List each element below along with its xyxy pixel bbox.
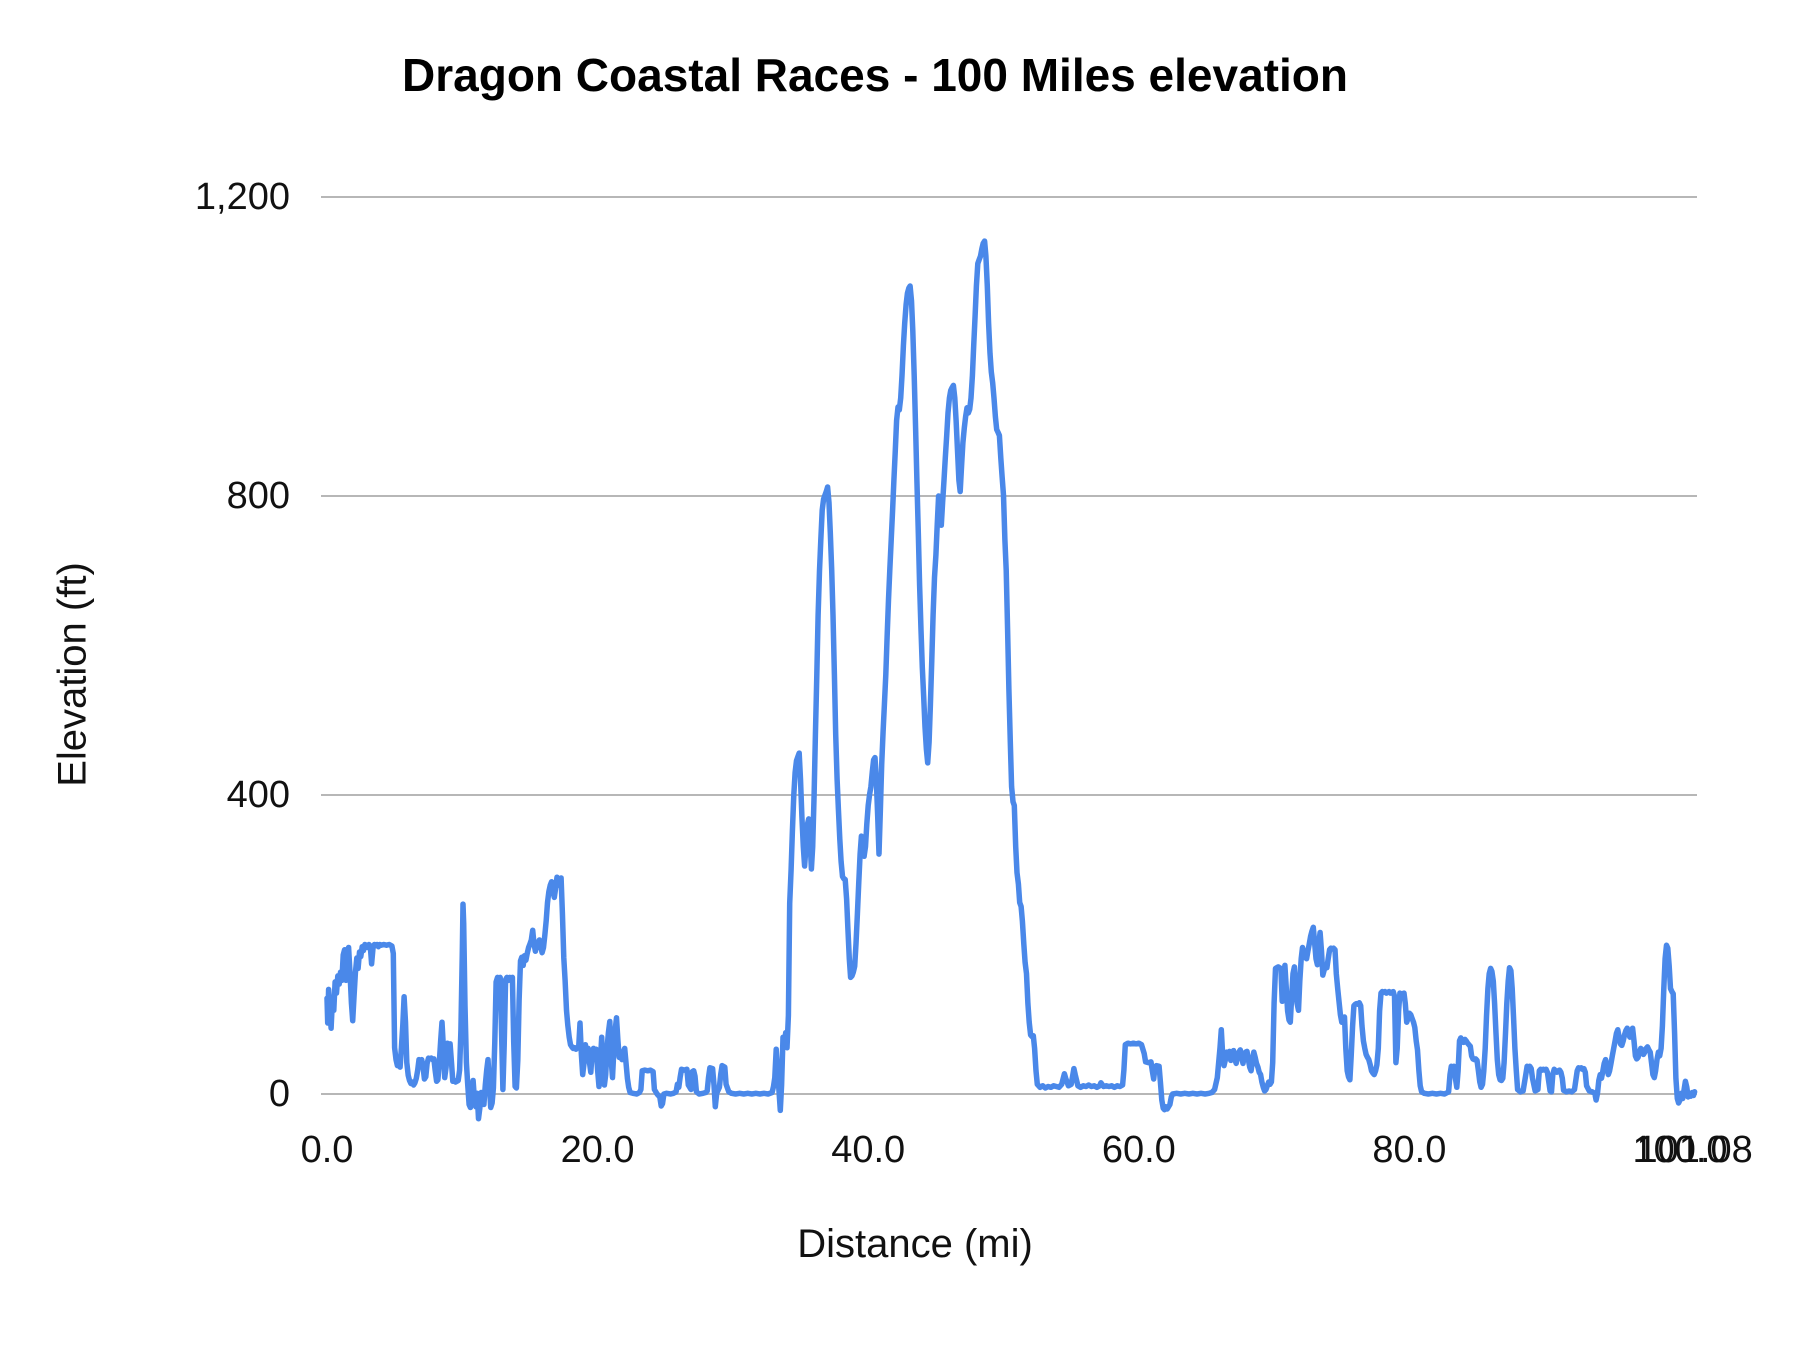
x-tick-label: 101.08 <box>1636 1129 1753 1171</box>
x-tick-label: 40.0 <box>831 1129 906 1171</box>
x-tick-label: 20.0 <box>560 1129 635 1171</box>
x-tick-label: 100.0 <box>1632 1129 1728 1171</box>
x-tick-label: 0.0 <box>300 1129 354 1171</box>
x-tick-label: 80.0 <box>1372 1129 1447 1171</box>
elevation-line <box>324 238 1698 1122</box>
chart-title: Dragon Coastal Races - 100 Miles elevati… <box>402 49 1348 101</box>
y-tick-label: 800 <box>226 475 290 517</box>
x-axis-title: Distance (mi) <box>797 1222 1033 1266</box>
x-tick-label: 60.0 <box>1101 1129 1176 1171</box>
y-tick-label: 1,200 <box>194 176 290 218</box>
y-tick-label: 0 <box>268 1073 290 1115</box>
y-tick-label: 400 <box>226 774 290 816</box>
